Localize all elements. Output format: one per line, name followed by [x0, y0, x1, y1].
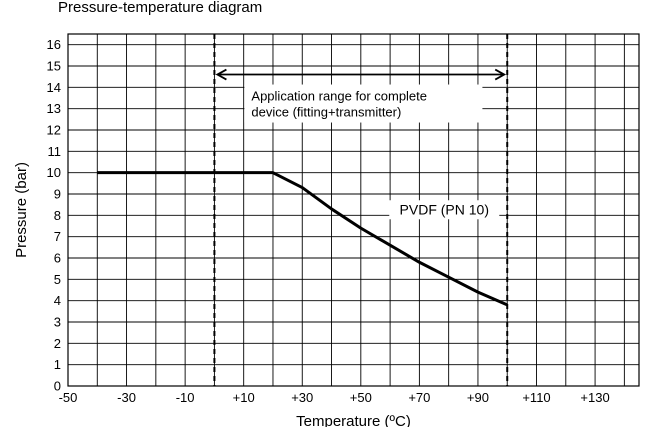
series-line [97, 171, 508, 307]
y-tick-label: 1 [54, 357, 61, 372]
x-tick-label: -30 [117, 390, 136, 405]
y-tick-label: 5 [54, 272, 61, 287]
y-tick-label: 13 [47, 101, 61, 116]
y-tick-label: 6 [54, 251, 61, 266]
x-tick-label: +10 [233, 390, 255, 405]
series-label: PVDF (PN 10) [400, 201, 489, 217]
top-caption: Pressure-temperature diagram [58, 0, 262, 16]
x-tick-label: +110 [522, 390, 550, 405]
x-axis-label: Temperature (ºC) [296, 413, 411, 427]
y-tick-label: 14 [47, 80, 61, 95]
x-tick-label: -50 [59, 390, 78, 405]
x-tick-label: +130 [580, 390, 609, 405]
tick-labels: -50 -30 -10 +10 +30 +50 +70 +90 +110 +13001234567… [47, 37, 610, 405]
y-tick-label: 10 [47, 165, 61, 180]
y-tick-label: 16 [47, 37, 61, 52]
y-tick-label: 15 [47, 59, 61, 74]
x-tick-label: +70 [408, 390, 430, 405]
y-tick-label: 11 [48, 144, 62, 159]
y-tick-label: 0 [54, 379, 61, 394]
y-tick-label: 12 [47, 123, 61, 138]
y-tick-label: 3 [54, 315, 61, 330]
range-label-line: Application range for complete [251, 89, 427, 104]
x-tick-label: +30 [291, 390, 313, 405]
reference-lines [213, 34, 509, 386]
range-arrow-head-left [215, 68, 227, 81]
y-tick-label: 7 [54, 229, 61, 244]
y-tick-label: 8 [54, 208, 61, 223]
y-tick-label: 4 [54, 293, 61, 308]
range-arrow-head-right [494, 68, 507, 81]
series-layer: PVDF (PN 10) [97, 171, 508, 307]
x-tick-label: +90 [467, 390, 489, 405]
x-tick-label: -10 [176, 390, 195, 405]
x-tick-label: +50 [350, 390, 372, 405]
series-label-bg [389, 200, 500, 220]
y-tick-label: 2 [54, 336, 61, 351]
y-tick-label: 9 [54, 187, 61, 202]
range-label-bg [244, 84, 483, 123]
y-axis-label: Pressure (bar) [13, 162, 30, 258]
range-label-line: device (fitting+transmitter) [251, 105, 401, 120]
plot-frame [67, 33, 640, 387]
